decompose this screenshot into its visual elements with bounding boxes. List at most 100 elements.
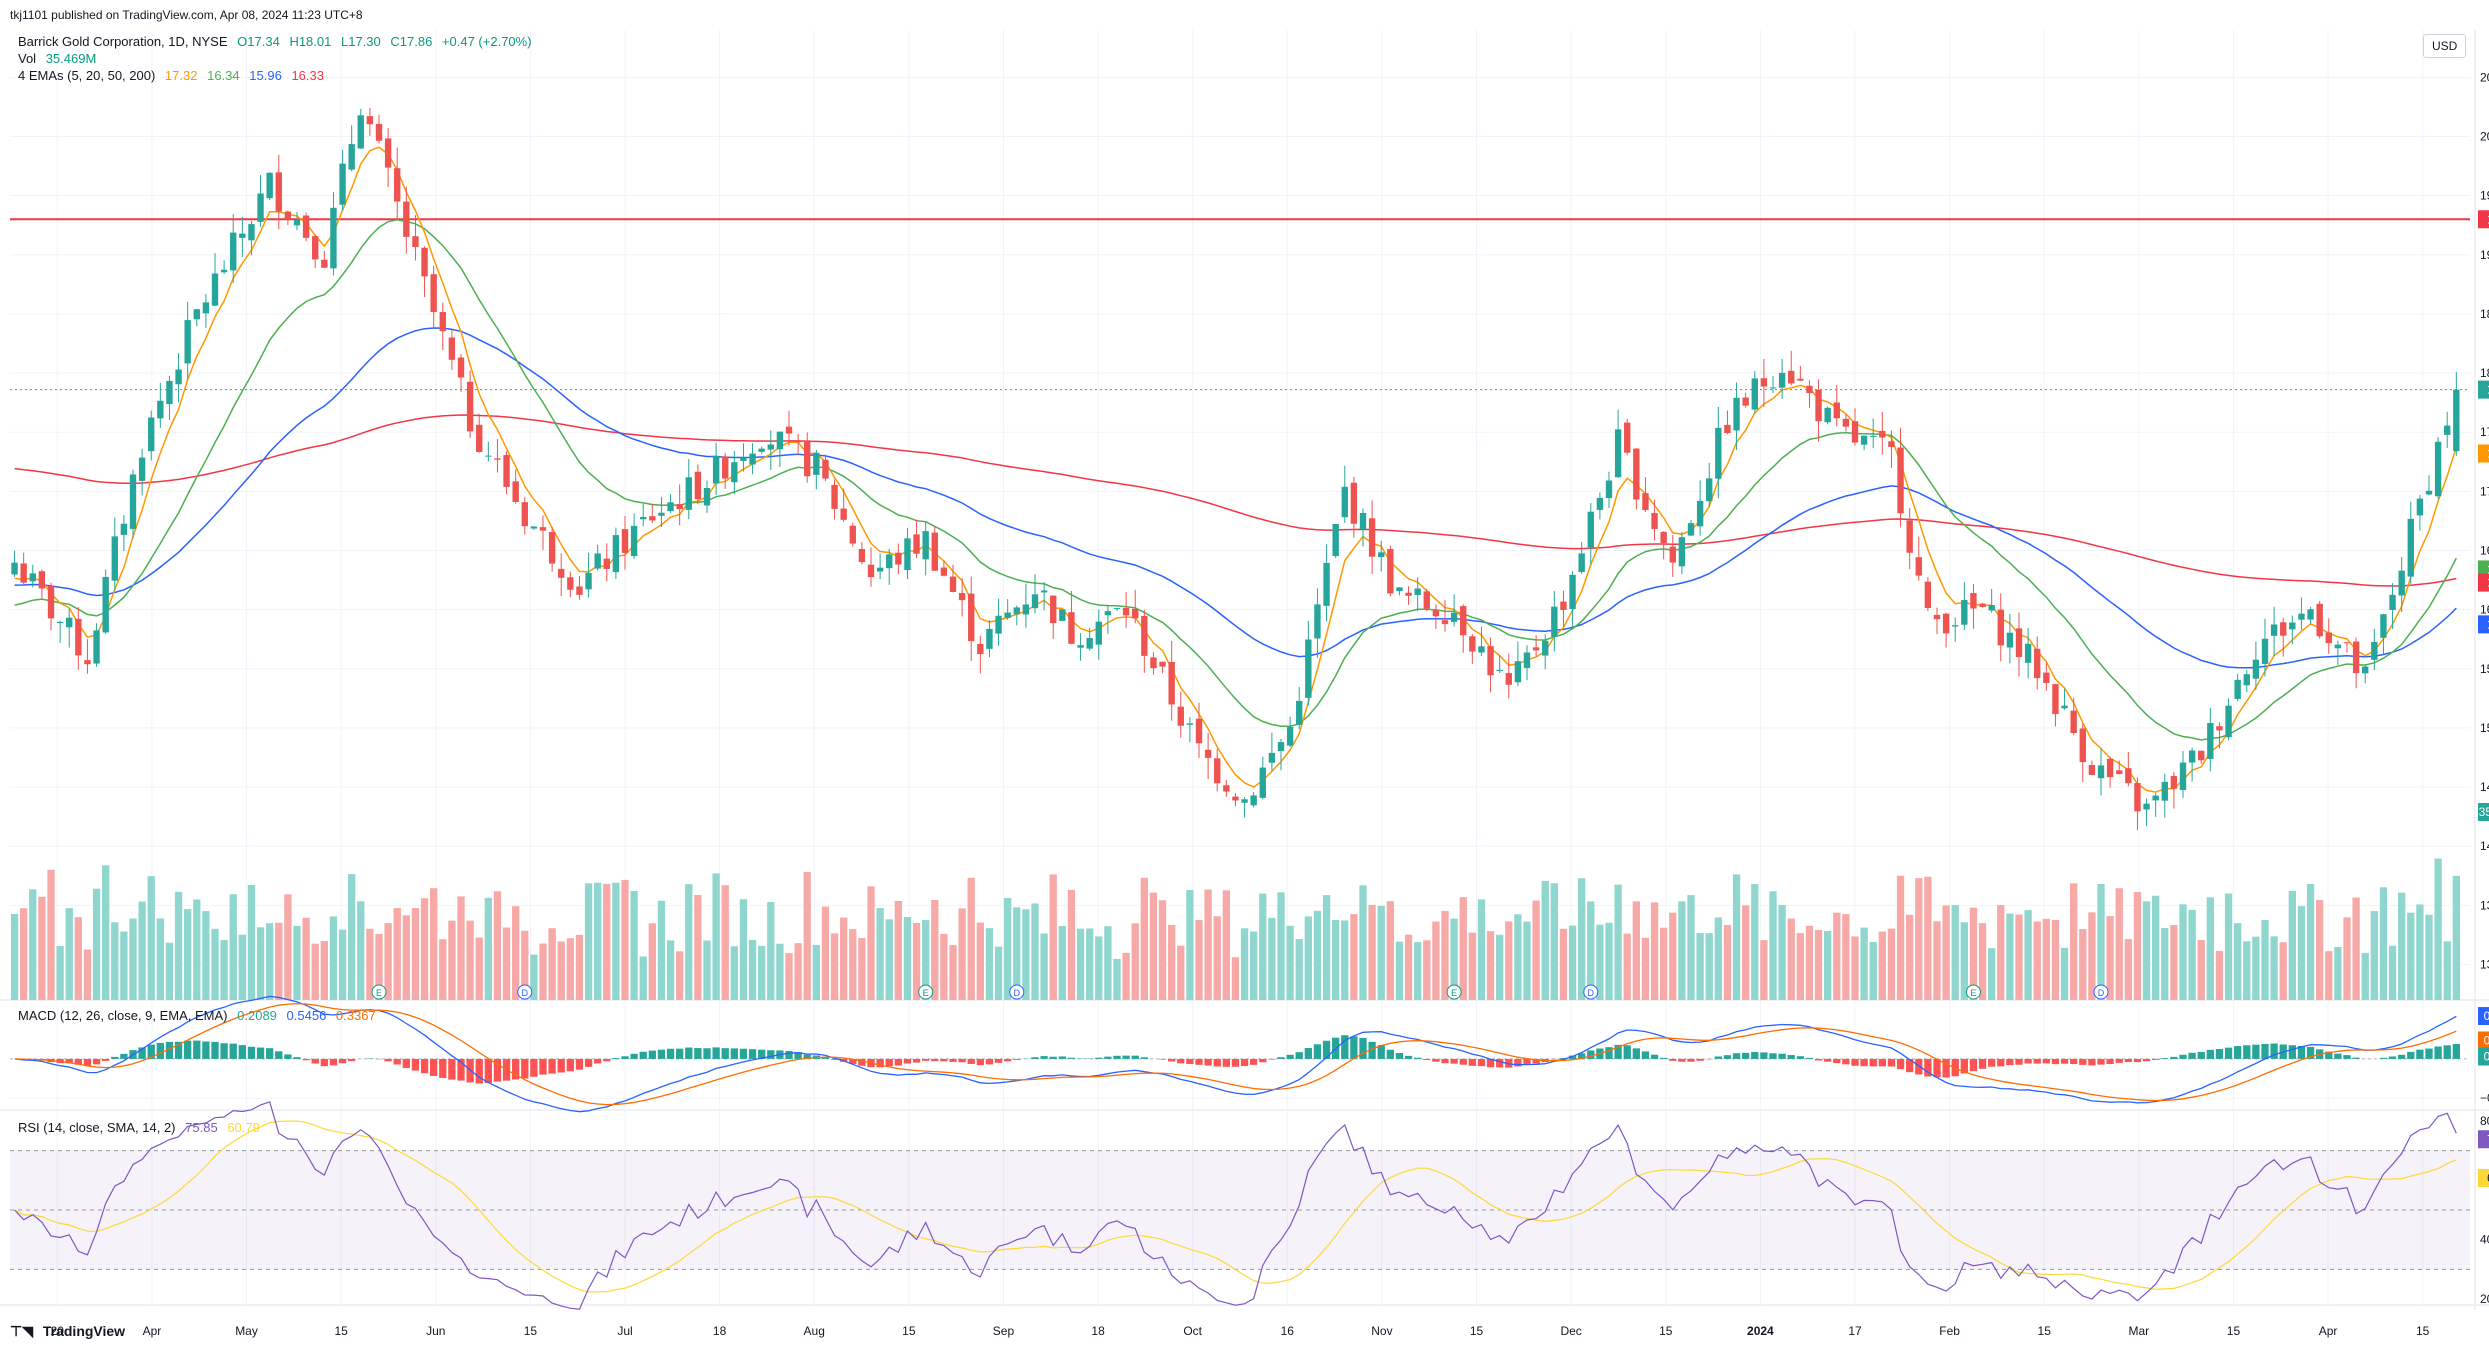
macd-histogram-bar [2133, 1058, 2142, 1063]
candle-body [1733, 397, 1740, 431]
candle-body [2389, 594, 2396, 610]
volume-bar [329, 916, 338, 1000]
volume-bar [65, 908, 73, 1000]
rsi-tick-label: 20.00 [2480, 1292, 2489, 1306]
macd-histogram-bar [830, 1058, 839, 1060]
volume-bar [220, 940, 228, 1000]
dividend-marker-label: D [522, 988, 529, 998]
volume-bar [1933, 921, 1941, 1000]
candle-body [621, 529, 629, 553]
candle-body [1551, 606, 1558, 637]
candle-body [2188, 750, 2196, 763]
macd-histogram-bar [1805, 1057, 1814, 1059]
ema20-badge [2478, 560, 2489, 579]
candle-body [1742, 397, 1749, 406]
macd-histogram-bar [1878, 1058, 1886, 1067]
symbol-title[interactable]: Barrick Gold Corporation, 1D, NYSE [18, 34, 228, 49]
volume-bar [1022, 909, 1030, 1000]
macd-histogram-bar [384, 1058, 392, 1062]
volume-bar [1259, 893, 1267, 1000]
macd-histogram-bar [1204, 1058, 1212, 1066]
volume-bar [1623, 933, 1631, 1000]
candle-body [129, 474, 137, 529]
rsi-title[interactable]: RSI (14, close, SMA, 14, 2) [18, 1120, 176, 1135]
macd-histogram-bar [767, 1050, 775, 1059]
candle-body [357, 115, 364, 149]
rsi-ma-value: 60.79 [227, 1120, 260, 1135]
macd-histogram-bar [1259, 1058, 1267, 1063]
ema-label[interactable]: 4 EMAs (5, 20, 50, 200) [18, 68, 156, 83]
candle-body [1824, 407, 1831, 423]
macd-histogram-bar [2434, 1046, 2442, 1059]
price-tick-label: 18.50 [2480, 307, 2489, 321]
currency-button[interactable]: USD [2423, 34, 2467, 58]
macd-histogram-bar [1186, 1058, 1194, 1064]
volume-bar [685, 884, 693, 1000]
macd-histogram-bar [1477, 1058, 1486, 1067]
volume-bar [1660, 927, 1668, 1000]
candle-body [576, 586, 583, 595]
candle-body [157, 400, 164, 419]
candle-body [1578, 553, 1585, 572]
macd-histogram-bar [1523, 1058, 1531, 1065]
candle-body [1788, 370, 1795, 384]
earnings-marker [1965, 984, 1981, 1000]
time-tick-label: 16 [1281, 1324, 1295, 1338]
volume-bar [1678, 901, 1686, 1000]
volume-bar [1222, 890, 1230, 1000]
candle-body [1997, 609, 2004, 646]
volume-bar [758, 945, 766, 1000]
time-tick-label: Mar [2129, 1324, 2150, 1338]
volume-bar [1377, 905, 1385, 1000]
earnings-marker [918, 984, 934, 1000]
macd-histogram-bar [275, 1051, 283, 1059]
candle-body [849, 525, 856, 544]
macd-histogram-bar [858, 1058, 866, 1066]
candle-body [2106, 758, 2114, 778]
volume-bar [1760, 940, 1768, 1000]
candle-body [612, 535, 620, 573]
volume-bar [566, 938, 574, 1000]
macd-histogram-bar [2206, 1049, 2214, 1059]
ema200-badge [2478, 573, 2489, 592]
volume-bar [266, 923, 274, 1000]
volume-bar [1559, 928, 1568, 1000]
macd-histogram-bar [1942, 1058, 1950, 1078]
volume-bar [1122, 952, 1130, 1000]
volume-bar [2079, 929, 2087, 1000]
candle-body [2015, 628, 2023, 657]
rsi-tick-label: 40.00 [2480, 1233, 2489, 1247]
macd-histogram-bar [165, 1041, 174, 1059]
logo-text: TradingView [42, 1323, 126, 1339]
time-tick-label: Oct [1183, 1324, 1202, 1338]
volume-bar [348, 874, 356, 1000]
candle-body [986, 628, 993, 649]
volume-bar [2206, 897, 2214, 1000]
macd-histogram-bar [894, 1058, 902, 1066]
tradingview-logo[interactable]: ⊤◥ TradingView [10, 1323, 131, 1340]
macd-histogram-bar [1896, 1058, 1905, 1070]
macd-histogram-bar [1632, 1048, 1640, 1059]
macd-histogram-bar [1386, 1049, 1394, 1059]
candle-body [1150, 657, 1157, 669]
candle-body [2243, 674, 2250, 686]
volume-bar [2152, 895, 2160, 1000]
time-tick-label: 15 [1659, 1324, 1673, 1338]
candle-body [1778, 372, 1786, 388]
candle-body [1059, 609, 1066, 621]
open-value: O17.34 [237, 34, 280, 49]
macd-histogram-bar [967, 1058, 975, 1064]
macd-histogram-bar [794, 1052, 802, 1059]
candle-body [995, 615, 1002, 634]
volume-bar [1450, 918, 1458, 1000]
volume-bar [2361, 952, 2369, 1000]
volume-bar [1906, 914, 1914, 1000]
macd-histogram-bar [2115, 1058, 2123, 1063]
macd-title[interactable]: MACD (12, 26, close, 9, EMA, EMA) [18, 1008, 228, 1023]
candle-body [904, 538, 911, 571]
volume-label[interactable]: Vol [18, 51, 37, 66]
volume-bar [721, 885, 729, 1000]
volume-bar [1177, 945, 1185, 1000]
